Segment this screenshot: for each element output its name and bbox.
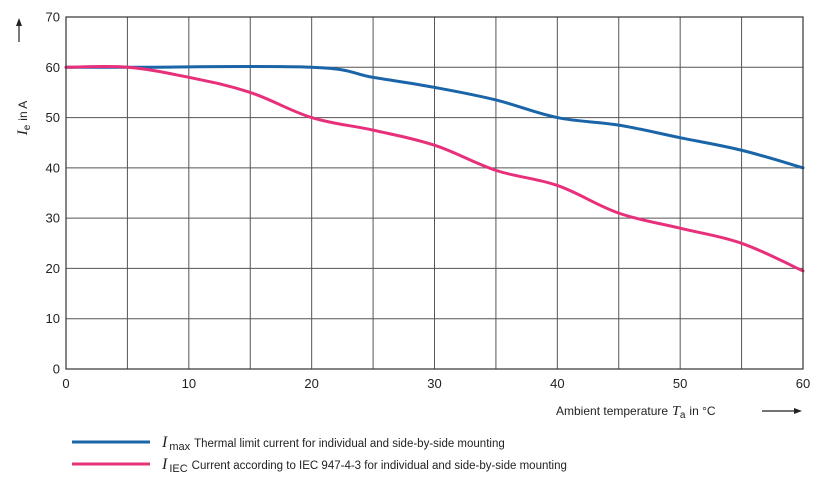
legend-subscript-max: max [169,441,190,453]
series-line-iec [64,64,805,273]
legend-symbol-max: I [161,434,168,451]
x-tick-label: 0 [62,376,69,391]
y-tick-label: 0 [53,362,60,377]
y-axis-symbol: I [15,129,31,136]
series-line-max [64,64,805,170]
series-layer [64,64,805,273]
y-tick-label: 60 [46,60,60,75]
y-axis-unit: in A [16,101,30,121]
grid [65,16,804,370]
y-axis-subscript: e [22,124,33,130]
legend-label-iec: Current according to IEC 947-4-3 for ind… [192,460,567,472]
x-axis-ticks: 0 10 20 30 40 50 60 [62,376,810,391]
plot-frame [65,16,804,370]
y-axis-ticks: 0 10 20 30 40 50 60 70 [46,10,60,377]
x-tick-label: 20 [304,376,318,391]
y-tick-label: 30 [46,211,60,226]
legend-label-max: Thermal limit current for individual and… [194,438,505,450]
y-tick-label: 50 [46,110,60,125]
svg-text:Iein A: Ie in A [15,101,33,137]
x-axis-subscript: a [680,410,686,421]
x-axis-label: Ambient temperature Ta in °C [556,404,716,421]
legend-symbol-iec: I [161,456,168,473]
x-axis-unit: in °C [689,404,715,418]
y-axis-label: Ie in A [15,101,33,137]
y-tick-label: 20 [46,261,60,276]
x-tick-label: 40 [550,376,564,391]
y-tick-label: 40 [46,160,60,175]
x-axis-text: Ambient temperature [556,404,668,418]
y-tick-label: 70 [46,10,60,25]
y-axis-arrowhead [16,18,22,26]
x-tick-label: 10 [182,376,196,391]
y-tick-label: 10 [46,311,60,326]
x-axis-symbol: T [672,404,681,419]
x-axis-arrowhead [794,408,802,414]
legend-item-iec: I IEC Current according to IEC 947-4-3 for… [72,456,567,475]
legend-subscript-iec: IEC [169,463,187,475]
x-tick-label: 30 [427,376,441,391]
x-tick-label: 50 [673,376,687,391]
x-tick-label: 60 [796,376,810,391]
